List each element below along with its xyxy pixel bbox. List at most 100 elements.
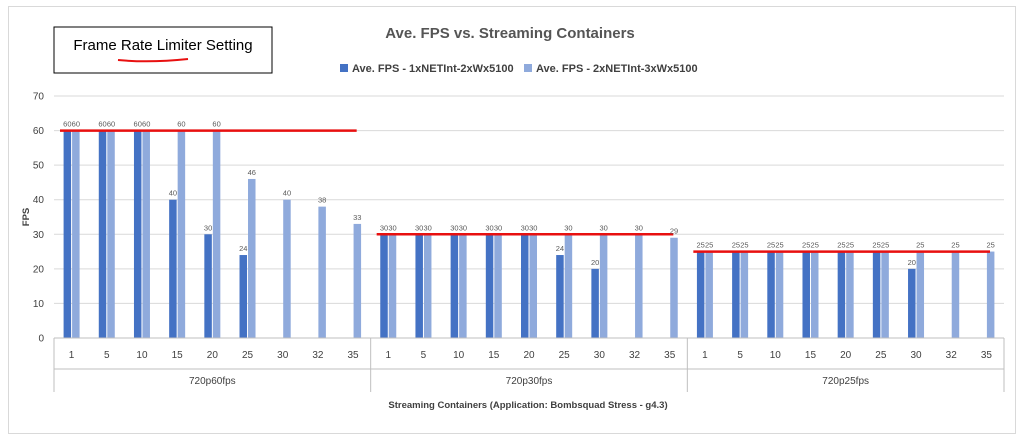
data-label-series-1: 24 xyxy=(556,244,564,253)
x-tick-label: 10 xyxy=(453,350,465,361)
bar-series-2 xyxy=(846,251,854,338)
bar-series-1 xyxy=(872,251,881,338)
limit-lines xyxy=(60,129,990,253)
x-tick-label: 25 xyxy=(242,350,254,361)
bar-series-1 xyxy=(133,130,142,338)
data-label-series-2: 30 xyxy=(388,223,396,232)
bar-series-2 xyxy=(529,234,537,338)
y-tick-label: 40 xyxy=(33,195,45,206)
x-tick-label: 25 xyxy=(559,350,571,361)
y-axis-title: FPS xyxy=(21,208,32,226)
x-tick-label: 1 xyxy=(702,350,708,361)
data-label-series-2: 38 xyxy=(318,196,326,205)
group-label: 720p60fps xyxy=(189,376,236,387)
data-label-series-2: 30 xyxy=(599,223,607,232)
group-label: 720p25fps xyxy=(822,376,869,387)
data-label-series-1: 25 xyxy=(837,241,845,250)
data-label-series-2: 30 xyxy=(424,223,432,232)
legend: Ave. FPS - 1xNETInt-2xWx5100 Ave. FPS - … xyxy=(340,63,698,75)
bar-series-1 xyxy=(802,251,810,338)
x-tick-label: 5 xyxy=(421,350,427,361)
bar-series-2 xyxy=(388,234,397,338)
x-tick-label: 1 xyxy=(385,350,391,361)
annotation-box xyxy=(53,26,273,74)
x-tick-label: 10 xyxy=(136,350,148,361)
bar-series-2 xyxy=(142,130,150,338)
x-tick-label: 15 xyxy=(488,350,500,361)
bar-series-2 xyxy=(951,251,960,338)
bar-series-1 xyxy=(98,130,107,338)
data-label-series-1: 24 xyxy=(239,244,247,253)
x-tick-label: 20 xyxy=(840,350,852,361)
bar-series-1 xyxy=(169,199,177,338)
bar-series-1 xyxy=(239,255,248,338)
bar-series-1 xyxy=(908,268,916,338)
bar-series-1 xyxy=(204,234,212,338)
data-label-series-2: 25 xyxy=(705,241,713,250)
data-label-series-2: 60 xyxy=(177,120,185,129)
data-label-series-1: 40 xyxy=(169,189,177,198)
x-tick-label: 32 xyxy=(629,350,641,361)
data-label-series-1: 25 xyxy=(802,241,810,250)
legend-label-series-1: Ave. FPS - 1xNETInt-2xWx5100 xyxy=(352,63,514,75)
x-tick-label: 15 xyxy=(172,350,184,361)
data-label-series-1: 30 xyxy=(450,223,458,232)
data-label-series-1: 25 xyxy=(767,241,775,250)
data-label-series-2: 46 xyxy=(248,168,256,177)
data-label-series-2: 25 xyxy=(775,241,783,250)
x-axis-title: Streaming Containers (Application: Bombs… xyxy=(388,400,667,411)
data-label-series-2: 30 xyxy=(635,223,643,232)
data-label-series-2: 60 xyxy=(107,120,115,129)
data-label-series-2: 25 xyxy=(916,241,924,250)
bar-series-2 xyxy=(177,130,186,338)
x-tick-label: 10 xyxy=(770,350,782,361)
y-tick-label: 70 xyxy=(33,92,45,103)
y-tick-label: 60 xyxy=(33,126,45,137)
data-label-series-2: 60 xyxy=(212,120,220,129)
group-label: 720p30fps xyxy=(506,376,553,387)
bar-series-2 xyxy=(212,130,221,338)
data-label-series-2: 30 xyxy=(529,223,537,232)
annotation-text: Frame Rate Limiter Setting xyxy=(73,37,252,54)
x-tick-label: 32 xyxy=(946,350,958,361)
legend-swatch-series-2 xyxy=(524,64,532,72)
x-tick-label: 30 xyxy=(910,350,922,361)
bar-series-1 xyxy=(837,251,846,338)
data-label-series-1: 25 xyxy=(697,241,705,250)
bar-series-2 xyxy=(72,130,80,338)
bar-series-2 xyxy=(494,234,502,338)
x-tick-label: 35 xyxy=(981,350,993,361)
data-label-series-2: 25 xyxy=(846,241,854,250)
data-label-series-1: 20 xyxy=(591,258,599,267)
y-tick-label: 20 xyxy=(33,264,45,275)
x-tick-label: 30 xyxy=(277,350,289,361)
data-label-series-1: 30 xyxy=(521,223,529,232)
data-label-series-1: 60 xyxy=(98,120,106,129)
bar-series-2 xyxy=(318,206,326,338)
bar-series-1 xyxy=(767,251,775,338)
bar-series-1 xyxy=(485,234,494,338)
data-label-series-2: 60 xyxy=(142,120,150,129)
bar-series-2 xyxy=(986,251,995,338)
x-tick-label: 35 xyxy=(664,350,676,361)
x-tick-label: 25 xyxy=(875,350,887,361)
data-label-series-2: 33 xyxy=(353,213,361,222)
annotation-underline xyxy=(117,58,189,63)
x-tick-label: 1 xyxy=(69,350,75,361)
data-label-series-1: 20 xyxy=(908,258,916,267)
bar-series-1 xyxy=(591,268,599,338)
bar-series-2 xyxy=(775,251,784,338)
data-label-series-2: 25 xyxy=(881,241,889,250)
data-label-series-2: 25 xyxy=(951,241,959,250)
data-label-series-1: 60 xyxy=(134,120,142,129)
data-label-series-1: 30 xyxy=(380,223,388,232)
bar-series-2 xyxy=(635,234,643,338)
data-label-series-2: 30 xyxy=(459,223,467,232)
bar-series-2 xyxy=(283,199,291,338)
y-tick-label: 0 xyxy=(38,334,44,345)
chart-title: Ave. FPS vs. Streaming Containers xyxy=(385,25,635,42)
bar-series-2 xyxy=(881,251,889,338)
data-label-series-2: 30 xyxy=(494,223,502,232)
data-label-series-2: 25 xyxy=(811,241,819,250)
data-label-series-2: 29 xyxy=(670,227,678,236)
